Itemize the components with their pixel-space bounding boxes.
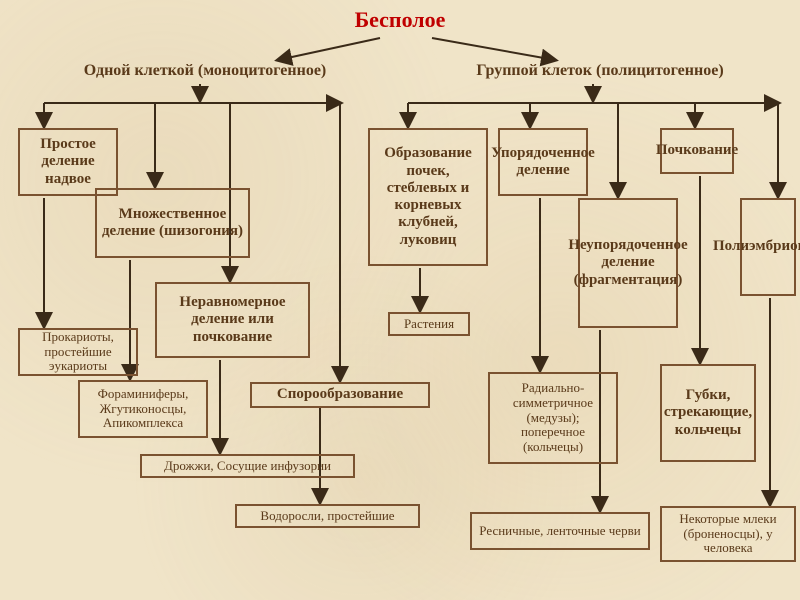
box-ordered-division: Упорядоченное деление — [498, 128, 588, 196]
box-text: Фораминиферы, Жгутиконосцы, Апикомплекса — [84, 387, 202, 432]
box-uneven-division: Неравномерное деление или почкование — [155, 282, 310, 358]
box-plants: Растения — [388, 312, 470, 336]
box-sporulation: Спорообразование — [250, 382, 430, 408]
box-sponges: Губки, стрекающие, кольчецы — [660, 364, 756, 462]
box-unordered-division: Неупорядоченное деление (фрагментация) — [578, 198, 678, 328]
box-text: Растения — [404, 317, 454, 332]
box-text: Губки, стрекающие, кольчецы — [664, 387, 752, 439]
box-yeast: Дрожжи, Сосущие инфузории — [140, 454, 355, 478]
box-text: Неравномерное деление или почкование — [161, 294, 304, 346]
box-text: Простое деление надвое — [24, 136, 112, 188]
box-text: Ресничные, ленточные черви — [479, 524, 640, 539]
box-text: Упорядоченное деление — [491, 145, 595, 180]
box-budding: Почкование — [660, 128, 734, 174]
box-foraminifera: Фораминиферы, Жгутиконосцы, Апикомплекса — [78, 380, 208, 438]
box-radial: Радиально-симметричное (медузы); попереч… — [488, 372, 618, 464]
right-heading: Группой клеток (полицитогенное) — [440, 62, 760, 80]
box-text: Почкование — [656, 142, 738, 159]
box-text: Дрожжи, Сосущие инфузории — [164, 459, 331, 474]
box-text: Образование почек, стеблевых и корневых … — [374, 145, 482, 249]
box-prokaryotes: Прокариоты, простейшие эукариоты — [18, 328, 138, 376]
box-text: Множественное деление (шизогония) — [101, 206, 244, 241]
box-text: Водоросли, простейшие — [260, 509, 394, 524]
box-algae: Водоросли, простейшие — [235, 504, 420, 528]
left-heading: Одной клеткой (моноцитогенное) — [60, 62, 350, 80]
box-multiple-division: Множественное деление (шизогония) — [95, 188, 250, 258]
box-text: Прокариоты, простейшие эукариоты — [24, 330, 132, 375]
box-text: Радиально-симметричное (медузы); попереч… — [494, 381, 612, 456]
box-mammals: Некоторые млеки (броненосцы), у человека — [660, 506, 796, 562]
box-text: Полиэмбриония — [713, 238, 800, 255]
box-text: Спорообразование — [277, 386, 403, 403]
box-text: Неупорядоченное деление (фрагментация) — [568, 237, 687, 289]
box-text: Некоторые млеки (броненосцы), у человека — [666, 512, 790, 557]
diagram-title: Бесполое — [300, 8, 500, 32]
box-simple-division: Простое деление надвое — [18, 128, 118, 196]
box-polyembryony: Полиэмбриония — [740, 198, 796, 296]
box-tubers: Образование почек, стеблевых и корневых … — [368, 128, 488, 266]
box-ciliates: Ресничные, ленточные черви — [470, 512, 650, 550]
